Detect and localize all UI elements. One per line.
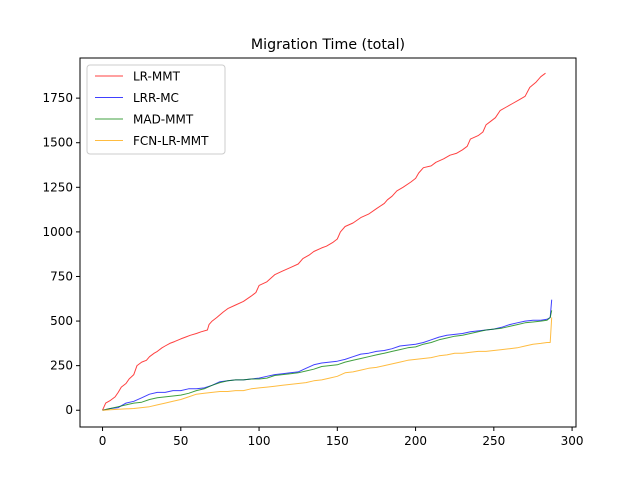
y-tick-label: 750 (50, 269, 73, 283)
legend-label: LRR-MC (133, 91, 179, 105)
y-tick-label: 1250 (42, 180, 73, 194)
series-line-fcn-lr-mmt (102, 317, 553, 411)
y-tick-label: 1500 (42, 136, 73, 150)
y-tick-label: 250 (50, 359, 73, 373)
legend-box (86, 64, 226, 155)
y-axis: 0 250 500 750 1000 1250 1500 1750 (42, 91, 80, 417)
legend-label: MAD-MMT (133, 113, 194, 127)
y-tick-label: 1750 (42, 91, 73, 105)
y-tick-label: 500 (50, 314, 73, 328)
x-tick-label: 300 (561, 434, 584, 448)
x-tick-label: 0 (99, 434, 107, 448)
legend-label: LR-MMT (133, 70, 181, 84)
chart-title: Migration Time (total) (251, 37, 405, 53)
series-line-lr-mmt (102, 72, 546, 411)
y-tick-label: 0 (65, 403, 73, 417)
x-axis: 0 50 100 150 200 250 300 (99, 427, 584, 448)
legend: LR-MMT LRR-MC MAD-MMT FCN-LR-MMT (86, 64, 226, 155)
x-tick-label: 250 (482, 434, 505, 448)
series-lines (102, 72, 553, 411)
x-tick-label: 200 (404, 434, 427, 448)
x-tick-label: 50 (173, 434, 188, 448)
x-tick-label: 150 (326, 434, 349, 448)
y-tick-label: 1000 (42, 225, 73, 239)
legend-label: FCN-LR-MMT (133, 134, 209, 148)
series-line-mad-mmt (102, 310, 553, 411)
plot-area (79, 57, 577, 428)
x-tick-label: 100 (248, 434, 271, 448)
